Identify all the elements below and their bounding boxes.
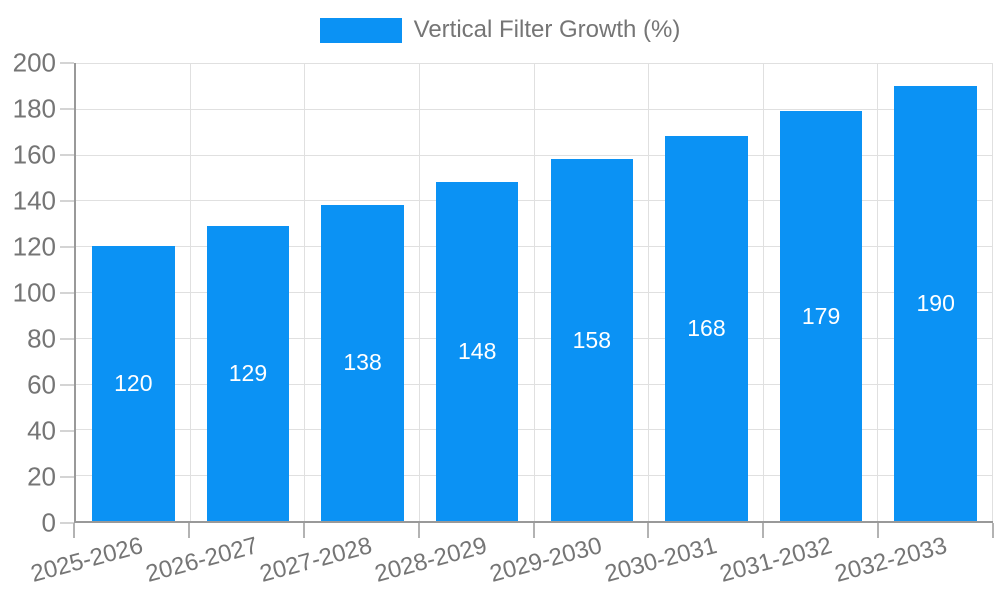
horizontal-gridline bbox=[76, 429, 993, 431]
y-axis-labels: 0 20 40 60 80 100 120 140 160 180 200 bbox=[0, 48, 56, 538]
x-axis-ticks bbox=[73, 523, 994, 538]
bar[interactable]: 138 bbox=[321, 204, 404, 521]
bar[interactable]: 179 bbox=[779, 111, 863, 521]
bar[interactable]: 190 bbox=[894, 85, 977, 521]
y-axis-tick-label: 40 bbox=[27, 415, 56, 446]
vertical-gridline bbox=[304, 63, 306, 521]
x-axis-category-label: 2031-2032 bbox=[716, 532, 835, 588]
x-axis-category-label: 2030-2031 bbox=[601, 532, 720, 588]
y-axis-tick-label: 20 bbox=[27, 461, 56, 492]
horizontal-gridline bbox=[76, 292, 993, 293]
x-axis-category-label: 2025-2026 bbox=[27, 532, 146, 588]
bar-value-label: 158 bbox=[572, 326, 611, 353]
y-axis-tick bbox=[60, 476, 74, 478]
horizontal-gridline bbox=[76, 475, 993, 477]
y-axis-tick-label: 200 bbox=[12, 47, 56, 78]
y-axis-tick bbox=[60, 430, 74, 432]
vertical-gridline bbox=[189, 63, 191, 521]
vertical-gridline bbox=[418, 63, 420, 521]
y-axis-tick bbox=[60, 246, 74, 248]
x-axis-tick bbox=[417, 523, 420, 538]
horizontal-gridline bbox=[76, 200, 993, 202]
vertical-gridline bbox=[992, 63, 993, 521]
x-axis-tick bbox=[647, 523, 650, 538]
horizontal-gridline bbox=[76, 383, 993, 385]
bar-value-label: 120 bbox=[114, 370, 153, 397]
vertical-gridline bbox=[648, 63, 650, 521]
y-axis-tick bbox=[60, 108, 74, 110]
y-axis-tick bbox=[60, 292, 74, 294]
y-axis-ticks bbox=[60, 62, 74, 524]
x-axis-tick bbox=[302, 523, 305, 538]
bar[interactable]: 120 bbox=[92, 246, 175, 521]
y-axis-tick bbox=[60, 62, 74, 64]
x-axis-category-label: 2032-2033 bbox=[831, 532, 950, 588]
x-axis-category-label: 2026-2027 bbox=[142, 532, 261, 588]
bar[interactable]: 168 bbox=[665, 136, 748, 521]
bar[interactable]: 129 bbox=[206, 225, 290, 521]
y-axis-tick-label: 80 bbox=[27, 323, 56, 354]
y-axis-tick bbox=[60, 522, 74, 524]
y-axis-tick-label: 60 bbox=[27, 369, 56, 400]
x-axis-tick bbox=[187, 523, 190, 538]
vertical-gridline bbox=[762, 63, 764, 521]
x-axis-tick bbox=[73, 523, 75, 538]
y-axis-tick bbox=[60, 200, 74, 202]
y-axis-tick-label: 100 bbox=[12, 277, 56, 308]
vertical-gridline bbox=[877, 63, 879, 521]
y-axis-tick-label: 180 bbox=[12, 93, 56, 124]
y-axis-tick-label: 0 bbox=[41, 507, 56, 538]
x-axis-category-label: 2027-2028 bbox=[257, 532, 376, 588]
y-axis-tick-label: 140 bbox=[12, 185, 56, 216]
x-axis-tick bbox=[992, 523, 994, 538]
bar[interactable]: 148 bbox=[435, 182, 519, 521]
bar-value-label: 148 bbox=[457, 338, 497, 365]
horizontal-gridline bbox=[76, 154, 993, 156]
plot-area: 120 129 138 148 158 168 179 190 bbox=[74, 63, 993, 523]
bar[interactable]: 158 bbox=[550, 159, 634, 521]
y-axis-tick bbox=[60, 338, 74, 340]
horizontal-gridline bbox=[76, 63, 993, 64]
horizontal-gridline bbox=[76, 246, 993, 248]
x-axis-tick bbox=[532, 523, 535, 538]
bar-value-label: 129 bbox=[228, 359, 268, 386]
bar-value-label: 138 bbox=[343, 349, 382, 376]
vertical-gridline bbox=[533, 63, 535, 521]
x-axis-tick bbox=[762, 523, 765, 538]
horizontal-gridline bbox=[76, 108, 993, 110]
horizontal-gridline bbox=[76, 337, 993, 339]
bar-value-label: 168 bbox=[687, 315, 726, 342]
bar-value-label: 190 bbox=[916, 289, 955, 316]
legend-label: Vertical Filter Growth (%) bbox=[413, 16, 681, 43]
bar-value-label: 179 bbox=[801, 302, 841, 329]
legend-swatch-icon bbox=[319, 17, 402, 43]
y-axis-tick bbox=[60, 384, 74, 386]
y-axis-tick bbox=[60, 154, 74, 156]
x-axis-tick bbox=[877, 523, 880, 538]
x-axis-category-label: 2029-2030 bbox=[487, 532, 605, 588]
x-axis-category-label: 2028-2029 bbox=[372, 532, 491, 588]
legend[interactable]: Vertical Filter Growth (%) bbox=[0, 17, 1000, 43]
x-axis-labels: 2025-2026 2026-2027 2027-2028 2028-2029 2029… bbox=[28, 532, 993, 594]
y-axis-tick-label: 120 bbox=[12, 231, 56, 262]
y-axis-tick-label: 160 bbox=[12, 139, 56, 170]
